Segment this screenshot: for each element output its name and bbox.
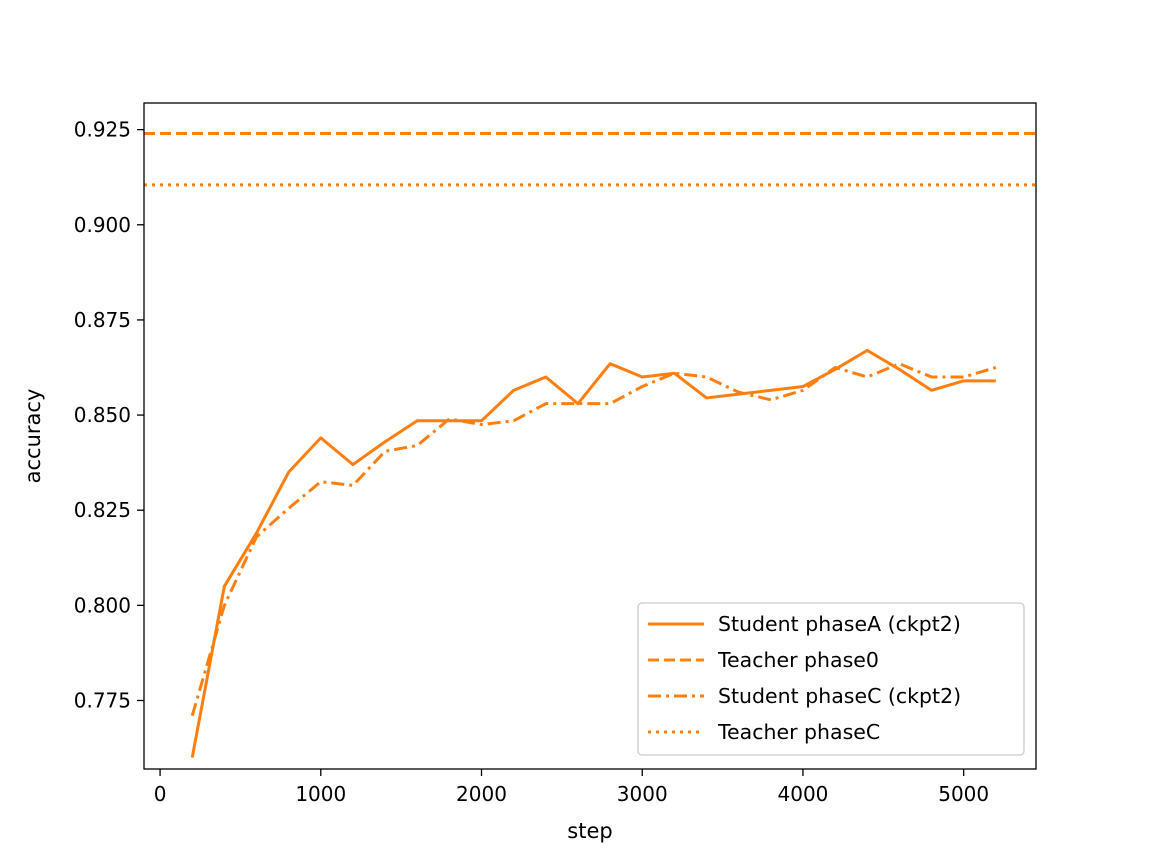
- y-tick-label: 0.900: [74, 213, 131, 237]
- x-axis: 0 1000 2000 3000 4000 5000: [154, 769, 989, 806]
- x-tick-label: 0: [154, 782, 167, 806]
- legend-label-1: Teacher phase0: [717, 648, 879, 672]
- legend-label-3: Teacher phaseC: [717, 720, 880, 744]
- y-tick-label: 0.800: [74, 593, 131, 617]
- x-axis-label: step: [567, 819, 612, 843]
- x-tick-label: 2000: [456, 782, 507, 806]
- plot-area: [144, 131, 1036, 758]
- x-tick-label: 4000: [778, 782, 829, 806]
- y-tick-label: 0.875: [74, 308, 131, 332]
- legend-label-2: Student phaseC (ckpt2): [718, 684, 961, 708]
- y-tick-label: 0.775: [74, 688, 131, 712]
- y-axis-label: accuracy: [21, 389, 45, 484]
- x-tick-label: 5000: [938, 782, 989, 806]
- y-axis: 0.775 0.800 0.825 0.850 0.875 0.900 0.925: [74, 118, 144, 712]
- legend-label-0: Student phaseA (ckpt2): [718, 612, 961, 636]
- y-tick-label: 0.825: [74, 498, 131, 522]
- series-line-2: [190, 362, 997, 717]
- series-line-0: [190, 348, 996, 758]
- y-tick-label: 0.850: [74, 403, 131, 427]
- axes-frame: [143, 102, 1037, 770]
- y-tick-label: 0.925: [74, 118, 131, 142]
- legend: Student phaseA (ckpt2) Teacher phase0 Stud…: [637, 602, 1025, 756]
- x-tick-label: 3000: [617, 782, 668, 806]
- x-tick-label: 1000: [295, 782, 346, 806]
- legend-box: [637, 602, 1025, 756]
